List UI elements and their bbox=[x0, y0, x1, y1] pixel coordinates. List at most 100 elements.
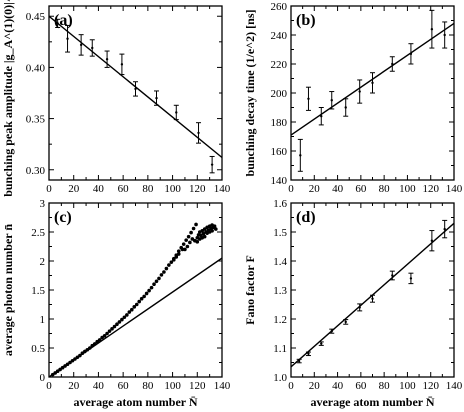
data-point-a bbox=[105, 58, 109, 61]
data-point-c bbox=[132, 305, 137, 309]
data-point-b bbox=[443, 33, 446, 37]
plot-frame-d bbox=[290, 202, 455, 378]
x-axis-label-d: average atom number N̄ bbox=[310, 395, 434, 409]
y-tick-label-b: 180 bbox=[271, 117, 288, 129]
y-tick-label-d: 1.3 bbox=[273, 285, 287, 297]
y-tick-label-a: 0.35 bbox=[26, 114, 46, 126]
panel-label-a: (a) bbox=[54, 12, 73, 29]
data-point-b bbox=[299, 154, 302, 157]
x-tick-label-c: 140 bbox=[214, 380, 231, 392]
y-tick-label-d: 1.2 bbox=[273, 314, 287, 326]
data-point-c bbox=[147, 288, 151, 293]
data-point-a bbox=[66, 37, 69, 40]
data-point-c bbox=[176, 249, 181, 253]
data-point-c bbox=[184, 238, 188, 242]
data-point-c bbox=[174, 255, 179, 259]
data-point-b bbox=[344, 106, 347, 109]
data-point-a bbox=[210, 163, 214, 166]
y-tick-label-c: 3 bbox=[40, 198, 46, 210]
data-point-b bbox=[391, 62, 394, 66]
x-tick-label-b: 0 bbox=[288, 183, 294, 195]
data-point-c bbox=[169, 260, 174, 264]
data-point-c bbox=[97, 338, 102, 342]
data-point-d bbox=[443, 227, 446, 231]
data-point-c bbox=[127, 310, 132, 314]
x-tick-label-a: 20 bbox=[68, 183, 80, 195]
x-tick-label-d: 100 bbox=[399, 380, 416, 392]
data-point-d bbox=[358, 306, 361, 309]
x-tick-label-a: 100 bbox=[164, 183, 181, 195]
data-point-a bbox=[134, 87, 137, 91]
data-point-c bbox=[139, 296, 144, 301]
data-point-c bbox=[152, 282, 156, 287]
data-point-c bbox=[105, 331, 109, 336]
data-point-a bbox=[120, 63, 124, 66]
data-point-c bbox=[214, 227, 218, 231]
data-point-c bbox=[212, 224, 217, 228]
data-point-c bbox=[112, 324, 117, 329]
data-point-c bbox=[189, 230, 193, 235]
data-point-a bbox=[175, 111, 178, 114]
x-tick-label-c: 0 bbox=[46, 380, 52, 392]
data-point-c bbox=[107, 329, 112, 333]
data-point-c bbox=[142, 294, 146, 299]
x-tick-label-d: 0 bbox=[288, 380, 294, 392]
y-tick-label-d: 1.1 bbox=[273, 343, 287, 355]
data-point-c bbox=[154, 279, 159, 284]
data-point-b bbox=[320, 115, 323, 118]
data-point-c bbox=[134, 302, 139, 307]
x-tick-label-c: 20 bbox=[68, 380, 80, 392]
data-point-d bbox=[430, 239, 434, 242]
data-point-c bbox=[180, 247, 185, 252]
y-axis-label-a: bunching peak amplitude |g_A^(1)(0)|^2 bbox=[1, 0, 15, 197]
data-point-c bbox=[149, 285, 154, 290]
data-point-a bbox=[79, 43, 83, 47]
x-tick-label-c: 100 bbox=[164, 380, 181, 392]
data-point-d bbox=[330, 329, 333, 333]
data-point-c bbox=[195, 240, 200, 244]
y-axis-label-d: Fano factor F bbox=[243, 255, 257, 325]
data-point-c bbox=[102, 334, 107, 338]
panel-b: 0 20 40 60 80 100 120 140 140 160 180 200 220 240 260 (… bbox=[243, 1, 463, 195]
data-point-c bbox=[181, 242, 186, 246]
data-point-a bbox=[91, 46, 94, 50]
y-tick-label-a: 0.30 bbox=[26, 165, 46, 177]
data-point-d bbox=[409, 277, 413, 280]
data-point-c bbox=[78, 353, 82, 358]
y-tick-label-b: 160 bbox=[271, 146, 288, 158]
y-tick-label-b: 240 bbox=[271, 30, 288, 42]
data-point-c bbox=[191, 226, 196, 231]
data-point-c bbox=[172, 258, 176, 262]
data-point-c bbox=[137, 299, 142, 304]
data-point-c bbox=[183, 247, 187, 252]
y-tick-label-d: 1.6 bbox=[273, 198, 287, 210]
data-point-a bbox=[56, 22, 59, 25]
y-axis-label-b: bunching decay time (1/e^2) [ns] bbox=[243, 10, 257, 177]
y-tick-label-b: 140 bbox=[271, 175, 288, 187]
y-tick-label-b: 220 bbox=[271, 59, 288, 71]
data-point-b bbox=[409, 52, 413, 56]
data-point-d bbox=[391, 274, 394, 277]
panel-label-c: (c) bbox=[54, 209, 72, 226]
y-tick-label-a: 0.40 bbox=[26, 62, 46, 74]
data-point-a bbox=[155, 96, 158, 100]
data-point-c bbox=[194, 222, 198, 227]
y-axis-label-c: average photon number n̄ bbox=[1, 224, 15, 356]
x-tick-label-a: 0 bbox=[46, 183, 52, 195]
data-point-c bbox=[87, 346, 92, 350]
data-point-c bbox=[188, 240, 192, 245]
y-tick-label-c: 1 bbox=[40, 314, 46, 326]
y-tick-label-c: 2.5 bbox=[31, 227, 45, 239]
panel-c: 0 20 40 60 80 100 120 140 0 0.5 1 1.5 2 2.5 3 (c) averag… bbox=[1, 198, 231, 409]
data-point-c bbox=[210, 229, 214, 233]
data-point-b bbox=[307, 97, 310, 101]
panel-a: 0 20 40 60 80 100 120 140 0.30 0.35 0.40 0.45 (a) bun… bbox=[1, 0, 231, 197]
data-point-c bbox=[110, 327, 114, 331]
data-point-c bbox=[162, 270, 166, 274]
x-tick-label-d: 20 bbox=[309, 380, 321, 392]
x-tick-label-b: 100 bbox=[399, 183, 416, 195]
plot-frame-c bbox=[48, 202, 223, 378]
data-point-c bbox=[197, 237, 202, 241]
x-tick-label-a: 40 bbox=[93, 183, 105, 195]
